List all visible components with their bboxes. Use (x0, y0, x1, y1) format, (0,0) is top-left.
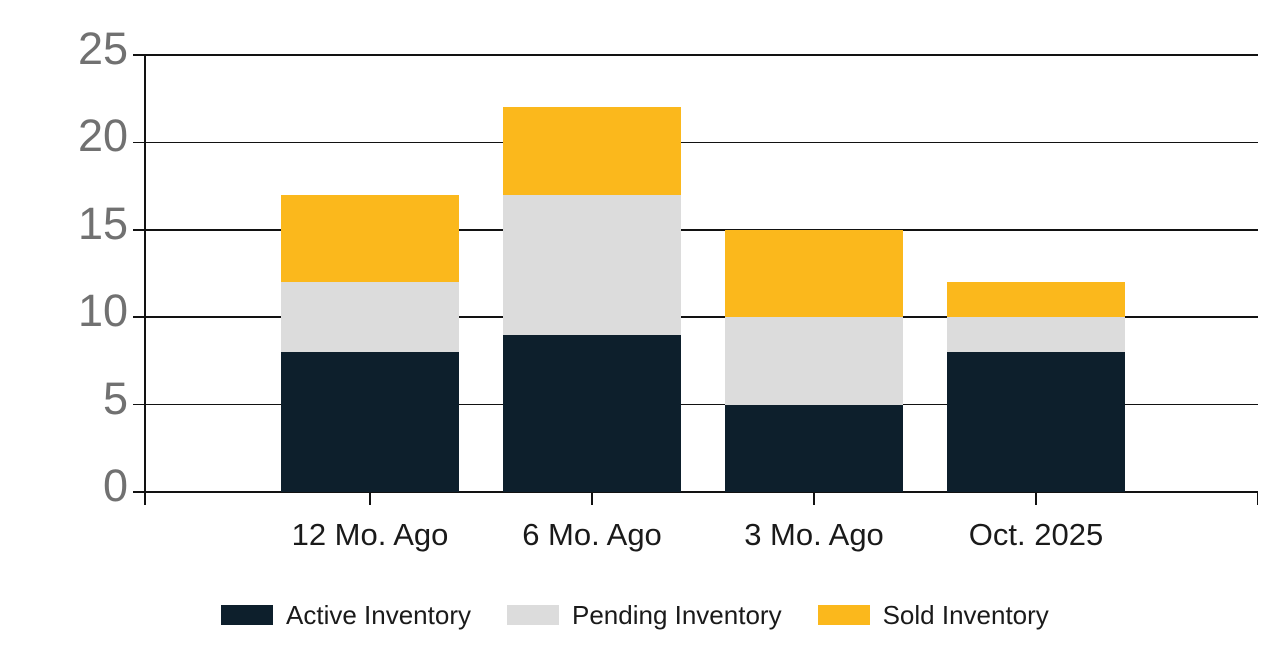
bar-segment-active-inventory-oct-2025 (947, 352, 1125, 492)
x-axis-category-label: 3 Mo. Ago (744, 517, 884, 552)
bar-segment-pending-inventory-oct-2025 (947, 317, 1125, 353)
bar-segment-pending-inventory-12-mo-ago (281, 282, 459, 353)
bar-segment-pending-inventory-3-mo-ago (725, 317, 903, 405)
legend-swatch-sold-inventory (817, 605, 870, 625)
x-axis-tick-3-mo-ago (813, 492, 815, 505)
x-axis-category-label: Oct. 2025 (968, 517, 1104, 552)
y-axis-tick-label: 0 (102, 460, 128, 511)
legend-item-sold-inventory: Sold Inventory (817, 600, 1049, 630)
legend-label-sold-inventory: Sold Inventory (882, 600, 1049, 630)
bar-segment-active-inventory-3-mo-ago (725, 404, 903, 492)
legend-label-pending-inventory: Pending Inventory (571, 600, 782, 630)
y-axis-tick-label: 10 (77, 285, 128, 337)
gridline-25 (133, 54, 1258, 56)
legend-item-active-inventory: Active Inventory (221, 602, 471, 628)
x-axis-category-label: 6 Mo. Ago (522, 517, 662, 552)
x-axis-category-label: 12 Mo. Ago (291, 517, 449, 552)
legend: Active Inventory Pending Inventory Sold In… (221, 602, 1049, 628)
gridline-0 (133, 491, 1258, 493)
bar-segment-sold-inventory-12-mo-ago (281, 194, 459, 283)
bar-segment-active-inventory-12-mo-ago (281, 352, 459, 492)
bar-segment-pending-inventory-6-mo-ago (503, 194, 681, 335)
legend-label-active-inventory: Active Inventory (286, 600, 471, 630)
bar-segment-sold-inventory-6-mo-ago (503, 107, 681, 195)
y-axis-tick-label: 15 (77, 197, 128, 249)
gridline-5 (133, 403, 1258, 406)
x-axis-tick-12-mo-ago (369, 492, 371, 505)
legend-swatch-active-inventory (221, 605, 273, 625)
y-axis-line (144, 55, 146, 505)
y-axis-tick-label: 5 (102, 372, 128, 424)
gridline-20 (133, 141, 1258, 144)
y-axis-tick-label: 25 (77, 23, 128, 74)
gridline-10 (133, 316, 1258, 318)
bar-segment-sold-inventory-3-mo-ago (725, 229, 903, 318)
bar-segment-active-inventory-6-mo-ago (503, 334, 681, 492)
legend-swatch-pending-inventory (506, 605, 559, 625)
gridline-15 (133, 229, 1258, 231)
x-axis-tick-oct-2025 (1035, 492, 1037, 505)
y-axis-tick-label: 20 (77, 110, 128, 162)
x-axis-tick-6-mo-ago (591, 492, 593, 505)
legend-item-pending-inventory: Pending Inventory (506, 600, 782, 630)
x-axis-end-tick (1256, 492, 1258, 505)
bar-segment-sold-inventory-oct-2025 (947, 282, 1125, 318)
